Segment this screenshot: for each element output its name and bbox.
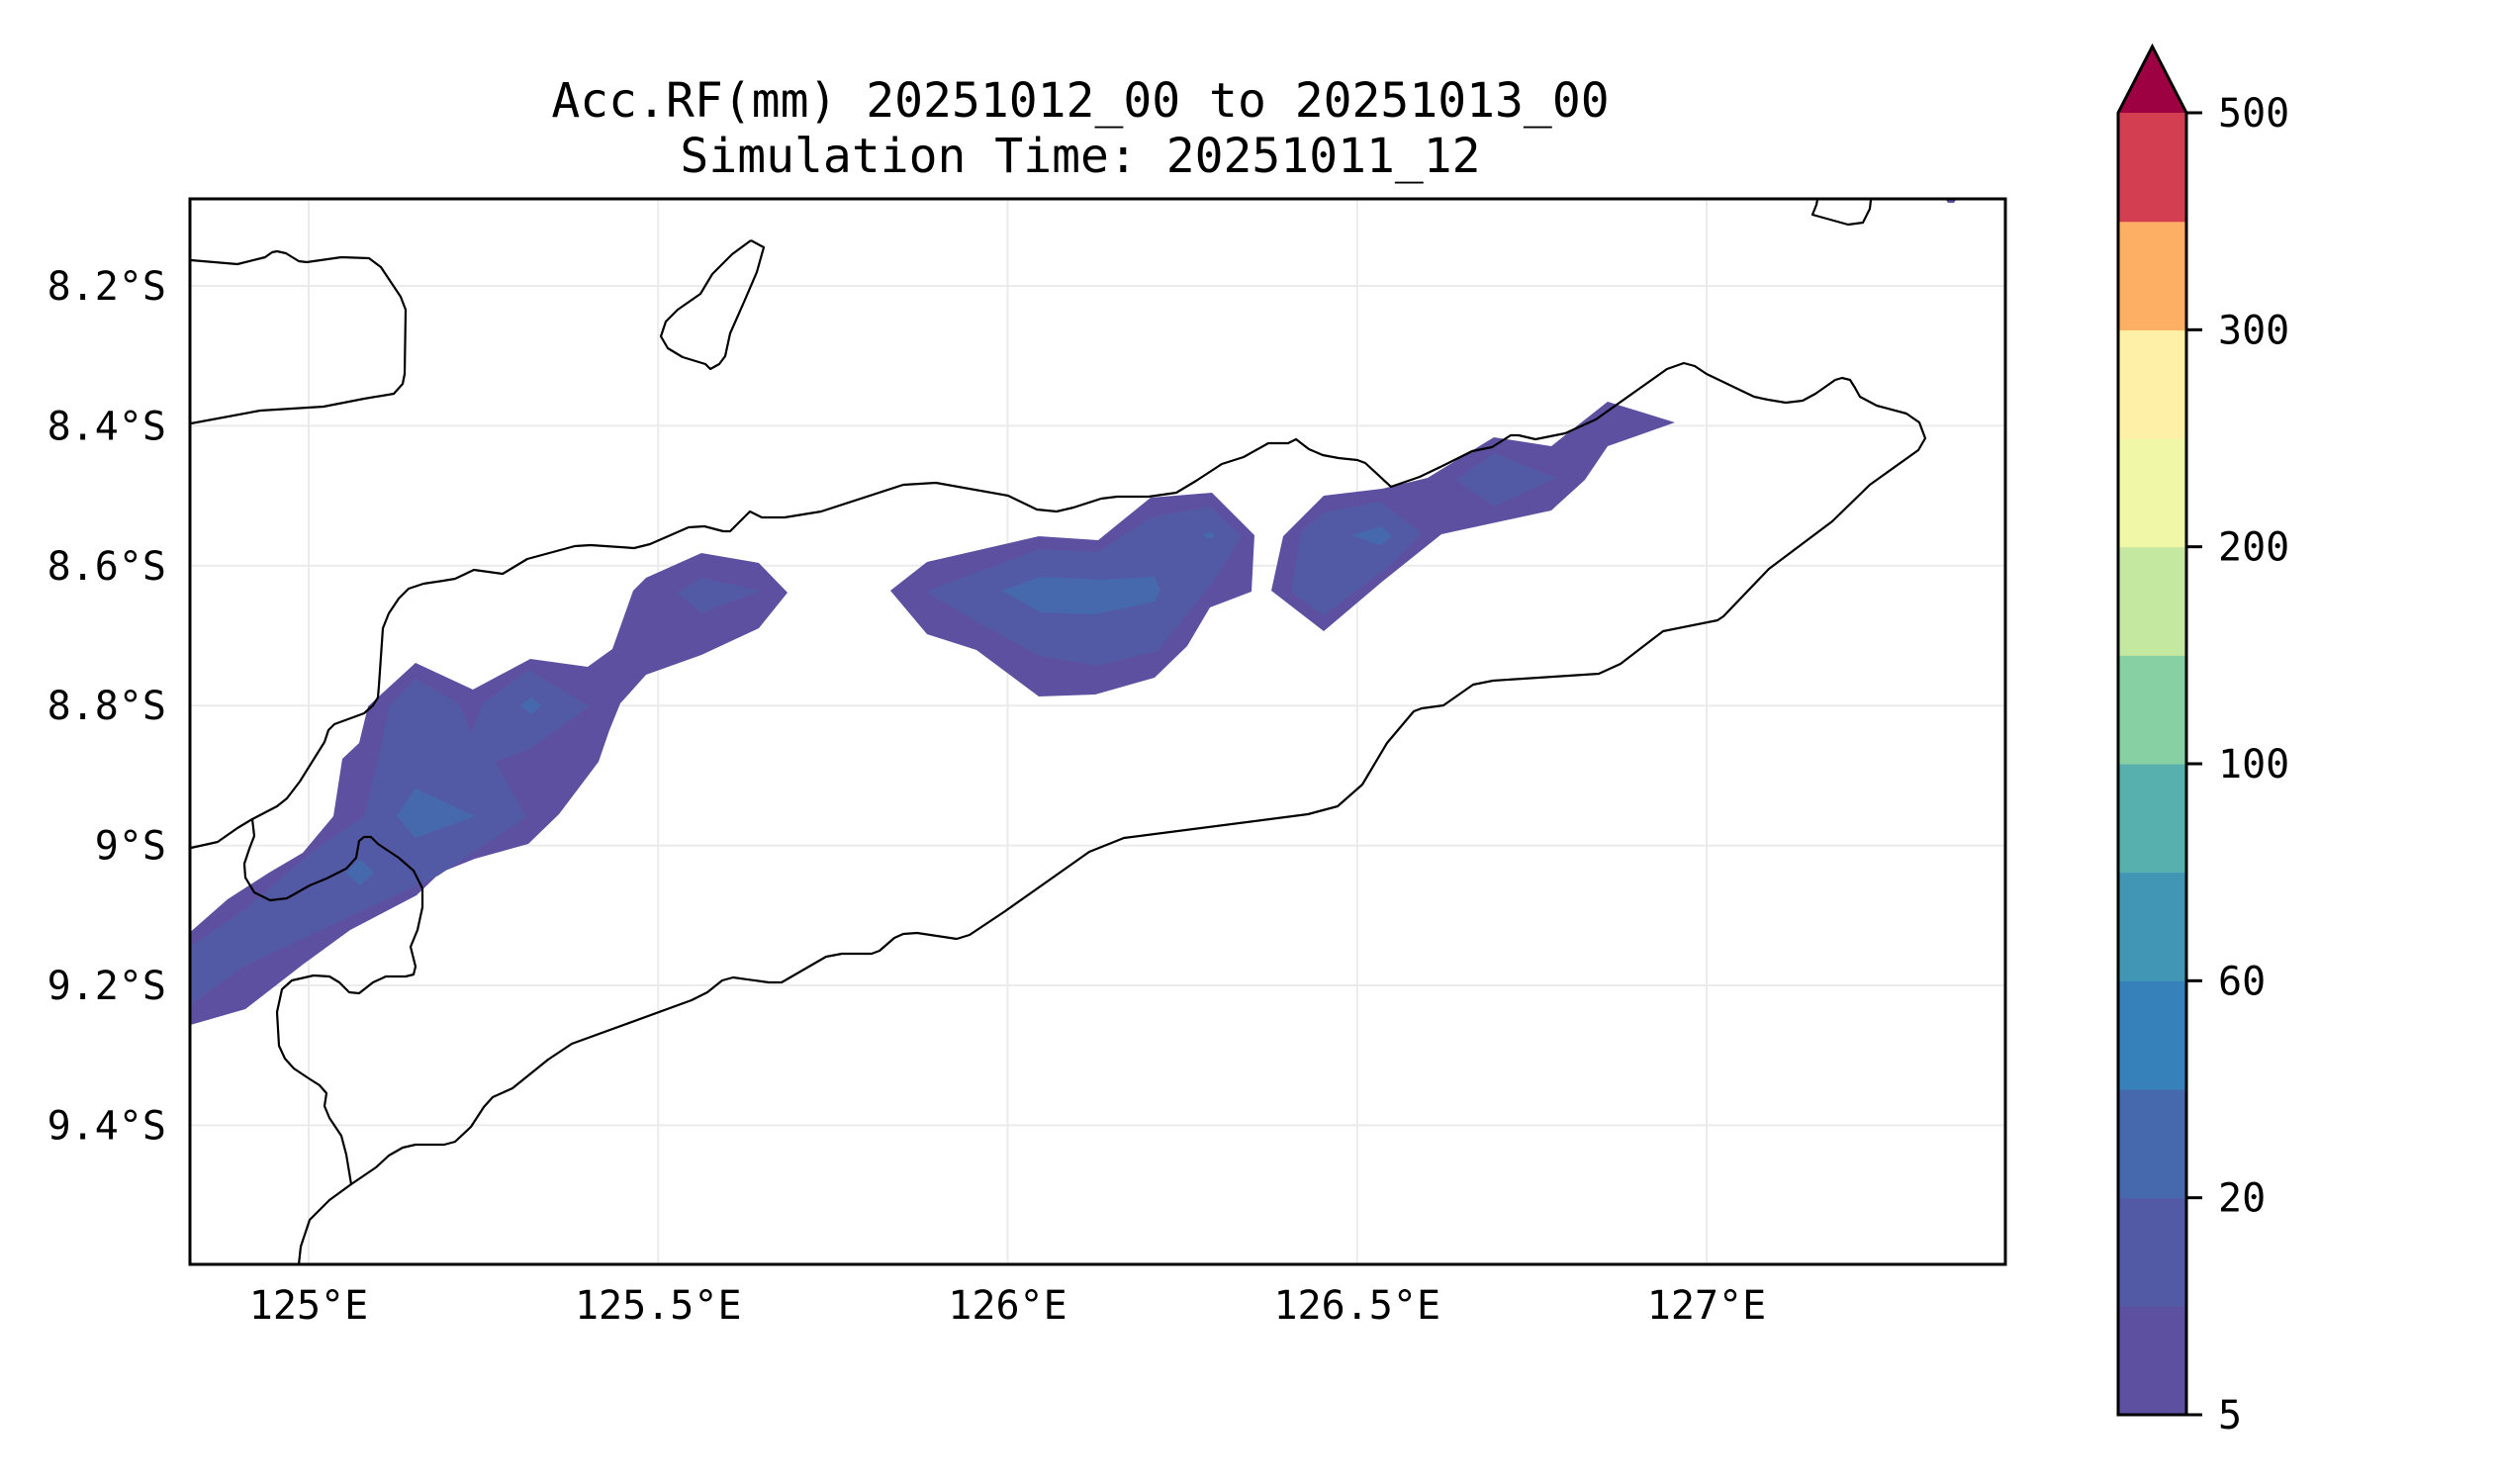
colorbar-band [2118,438,2186,548]
map-frame [188,197,2007,1266]
coastlines [190,199,1927,1264]
y-tick-label: 9.4°S [47,1103,166,1149]
colorbar-band [2118,655,2186,765]
rain-contour-eastern-cell-band-1 [1291,502,1422,615]
rain-contour-west-timor-band-band-1 [190,670,590,1006]
colorbar-band [2118,764,2186,874]
rain-contour-central-cell-band-2 [1002,577,1160,614]
colorbar-tick-label: 20 [2218,1176,2266,1222]
rainfall-contours [190,199,1957,1026]
coastline-segment [190,361,1927,1264]
y-axis-ticks: 8.2°S 8.4°S 8.6°S 8.8°S 9°S 9.2°S 9.4°S [47,264,166,1149]
colorbar-extend-arrow [2118,46,2186,113]
x-axis-ticks: 125°E 125.5°E 126°E 126.5°E 127°E [249,1283,1766,1329]
colorbar-band [2118,329,2186,439]
y-tick-label: 8.8°S [47,684,166,729]
colorbar-band [2118,221,2186,330]
colorbar-band [2118,113,2186,223]
colorbar-tick-label: 100 [2218,742,2289,788]
colorbar-tick-label: 500 [2218,91,2289,137]
colorbar-band [2118,872,2186,981]
colorbar-outline [2116,43,2188,1417]
coastline-segment [190,249,408,425]
colorbar: 5 20 60 100 200 300 500 [2116,43,2289,1438]
y-tick-label: 9°S [95,824,166,870]
title-line-1: Acc.RF(mm) 20251012_00 to 20251013_00 [551,73,1609,129]
coastline-segment [1810,199,1873,227]
y-tick-label: 8.6°S [47,544,166,590]
x-tick-label: 126°E [948,1283,1067,1329]
colorbar-band [2118,546,2186,656]
rain-contour-central-cell-band-2 [1202,531,1215,539]
y-tick-label: 8.2°S [47,264,166,310]
rain-contour-eastern-cell-band-1 [1456,453,1556,507]
x-tick-label: 127°E [1647,1283,1766,1329]
rain-contour-west-timor-band-band-1 [677,578,761,613]
y-tick-label: 9.2°S [47,964,166,1009]
colorbar-tick-label: 300 [2218,308,2289,353]
x-tick-label: 125.5°E [575,1283,742,1329]
y-tick-label: 8.4°S [47,404,166,449]
title-line-2: Simulation Time: 20251011_12 [680,129,1480,184]
coastline-segment [242,818,424,1185]
colorbar-band [2118,1306,2186,1416]
coastline-segment [659,239,766,371]
x-tick-label: 125°E [249,1283,368,1329]
rain-contour-west-timor-band-band-2 [345,859,374,885]
colorbar-band [2118,1089,2186,1199]
rain-contour-west-timor-band-band-2 [397,788,475,838]
colorbar-band [2118,1197,2186,1307]
map-plot-area [188,197,2007,1266]
rain-contour-eastern-cell-band-2 [1351,526,1392,545]
colorbar-tick-label: 60 [2218,959,2266,1004]
colorbar-tick-label: 5 [2218,1393,2242,1438]
colorbar-band [2118,980,2186,1090]
x-tick-label: 126.5°E [1273,1283,1440,1329]
rain-contour-west-timor-band-band-2 [520,697,541,714]
colorbar-tick-label: 200 [2218,525,2289,571]
